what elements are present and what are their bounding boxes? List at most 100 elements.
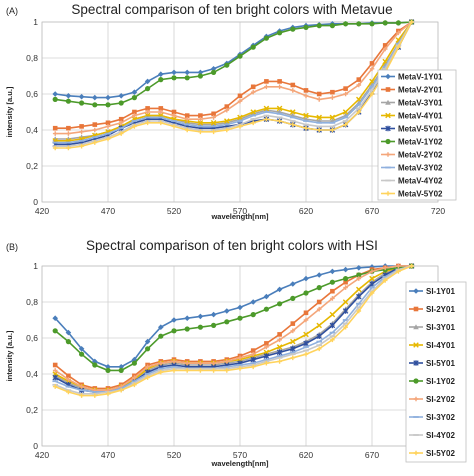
data-point: [396, 269, 401, 274]
data-point: [132, 109, 137, 115]
data-point: [197, 69, 204, 76]
data-point: [224, 62, 230, 68]
x-tick-label: 720: [431, 206, 445, 216]
data-point: [171, 359, 177, 364]
data-point: [144, 78, 151, 85]
data-point: [329, 322, 336, 329]
series-line: [54, 265, 412, 395]
data-point: [290, 338, 296, 345]
data-point: [316, 97, 322, 102]
data-point: [224, 368, 230, 373]
y-tick-label: 0,4: [26, 125, 38, 135]
data-point: [396, 263, 401, 269]
data-point: [277, 118, 282, 124]
y-tick-label: 0: [33, 197, 38, 207]
data-point: [158, 360, 164, 366]
data-point: [369, 61, 375, 66]
data-point: [396, 30, 401, 36]
data-point: [343, 91, 348, 97]
legend-item: SI-4Y02: [409, 431, 455, 440]
data-point: [132, 113, 137, 118]
data-point: [184, 360, 190, 366]
data-point: [79, 393, 84, 398]
legend-item: SI-5Y02: [409, 449, 455, 458]
data-point: [316, 333, 322, 339]
data-point: [158, 333, 164, 339]
data-point: [131, 89, 138, 95]
legend-item: SI-3Y01: [409, 323, 455, 332]
data-point: [343, 285, 348, 290]
data-point: [316, 299, 322, 305]
data-point: [145, 364, 150, 370]
data-point: [316, 322, 322, 329]
data-point: [210, 120, 217, 126]
legend-label: SI-1Y02: [426, 377, 455, 386]
chart-title: Spectral comparison of ten bright colors…: [71, 2, 392, 17]
data-point: [329, 279, 335, 285]
data-point: [250, 364, 256, 370]
data-point: [145, 346, 151, 352]
legend-item: MetaV-1Y02: [381, 138, 443, 147]
data-point: [224, 104, 230, 109]
data-point: [171, 328, 177, 334]
data-point: [316, 285, 322, 291]
legend-label: MetaV-2Y01: [398, 86, 443, 95]
data-point: [132, 375, 137, 380]
data-point: [92, 102, 98, 108]
data-point: [184, 315, 190, 321]
legend-item: MetaV-5Y02: [381, 190, 443, 199]
x-tick-label: 470: [101, 206, 115, 216]
data-point: [118, 100, 124, 106]
x-tick-label: 570: [233, 206, 247, 216]
series-line: [54, 265, 412, 397]
data-point: [237, 93, 243, 99]
legend-label: MetaV-5Y01: [398, 125, 443, 134]
data-point: [158, 324, 164, 330]
data-point: [145, 86, 151, 92]
data-point: [158, 369, 164, 375]
data-point: [343, 324, 348, 330]
data-point: [237, 304, 243, 311]
data-point: [52, 328, 58, 334]
x-axis-title: wavelength[nm]: [210, 212, 269, 221]
data-point: [356, 286, 362, 293]
x-tick-label: 620: [299, 206, 313, 216]
data-point: [343, 21, 349, 27]
data-point: [250, 299, 256, 305]
data-point: [79, 100, 85, 106]
legend-label: MetaV-3Y02: [398, 164, 443, 173]
y-tick-label: 0,4: [26, 369, 38, 379]
data-point: [356, 293, 362, 300]
data-point: [250, 120, 256, 126]
legend-marker: [385, 125, 391, 132]
data-point: [369, 269, 375, 274]
data-point: [237, 315, 243, 321]
data-point: [52, 362, 58, 368]
data-point: [277, 359, 282, 364]
y-tick-label: 0,6: [26, 333, 38, 343]
series-line: [55, 21, 413, 129]
series-line: [54, 265, 412, 390]
legend-marker: [413, 450, 419, 456]
legend-item: SI-1Y01: [409, 287, 455, 296]
data-point: [276, 286, 283, 293]
data-point: [224, 359, 230, 364]
data-point: [158, 109, 164, 115]
data-point: [356, 96, 362, 103]
data-point: [105, 136, 111, 142]
data-point: [316, 91, 322, 97]
data-point: [343, 279, 348, 285]
data-point: [264, 116, 269, 122]
data-point: [171, 317, 177, 323]
data-point: [290, 26, 296, 32]
legend-marker: [413, 342, 419, 348]
data-point: [105, 124, 111, 129]
data-point: [66, 373, 71, 379]
y-axis-title: intensity [a.u.]: [5, 330, 14, 381]
legend: SI-1Y01 SI-2Y01 SI-3Y01 SI-4Y01 SI-5Y01 SI-1Y…: [405, 281, 467, 463]
series-line: [55, 21, 413, 135]
series-MetaV-4Y01: [52, 19, 415, 144]
legend-marker: [413, 360, 419, 366]
legend-label: MetaV-5Y02: [398, 190, 443, 199]
legend-marker: [385, 73, 391, 80]
